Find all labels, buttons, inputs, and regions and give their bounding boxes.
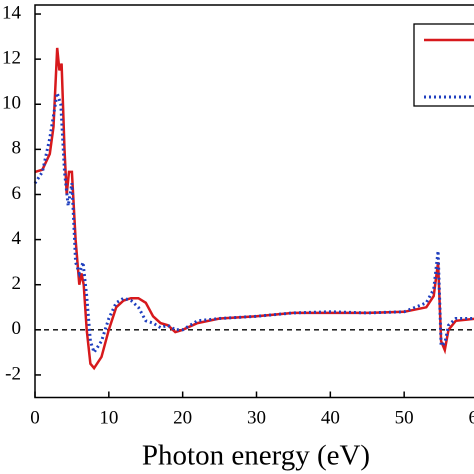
x-tick-label: 10	[99, 407, 118, 428]
y-tick-label: -2	[5, 363, 21, 384]
data-line	[34, 47, 474, 371]
data-line	[33, 92, 474, 356]
x-tick-label: 50	[395, 407, 414, 428]
y-tick-label: 2	[12, 273, 22, 294]
y-tick-label: 10	[2, 93, 21, 114]
y-tick-label: 0	[12, 318, 22, 339]
x-tick-label: 30	[247, 407, 266, 428]
x-tick-label: 0	[30, 407, 40, 428]
y-tick-label: 8	[12, 138, 22, 159]
x-tick-label: 40	[321, 407, 340, 428]
x-tick-label: 60	[469, 407, 474, 428]
plot-frame	[34, 4, 474, 399]
legend-box	[413, 23, 474, 107]
y-tick-label: 4	[12, 228, 22, 249]
y-tick-label: 12	[2, 47, 21, 68]
y-tick-label: 6	[12, 183, 22, 204]
y-tick-label: 14	[2, 2, 22, 23]
x-tick-label: 20	[173, 407, 192, 428]
x-axis-label: Photon energy (eV)	[142, 440, 370, 472]
